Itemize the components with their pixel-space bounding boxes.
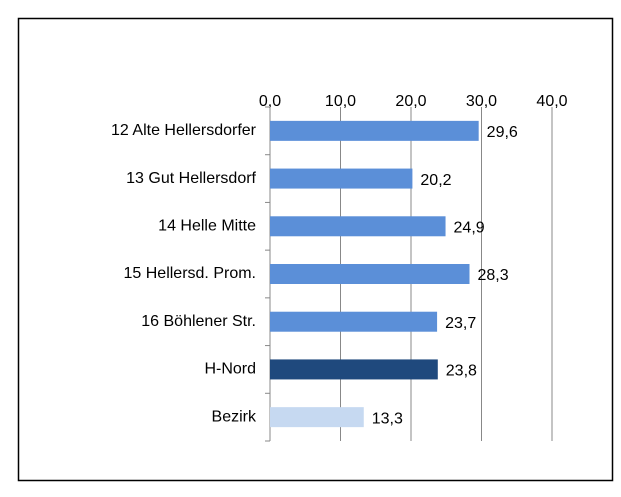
value-label: 24,9 xyxy=(454,220,485,237)
bar xyxy=(270,120,479,141)
bar xyxy=(270,311,438,332)
y-tick-label: 16 Böhlener Str. xyxy=(141,313,256,330)
y-tick-label: 15 Hellersd. Prom. xyxy=(124,265,257,282)
value-label: 23,8 xyxy=(446,363,477,380)
x-tick-label: 0,0 xyxy=(259,93,281,110)
value-label: 29,6 xyxy=(487,124,518,141)
bar xyxy=(270,168,413,189)
x-tick-label: 20,0 xyxy=(395,93,426,110)
x-tick-label: 40,0 xyxy=(536,93,567,110)
y-tick-label: 14 Helle Mitte xyxy=(158,218,256,235)
bar xyxy=(270,407,364,428)
x-tick-label: 10,0 xyxy=(325,93,356,110)
y-tick-label: Bezirk xyxy=(212,408,257,425)
bar xyxy=(270,359,438,380)
y-tick-label: 12 Alte Hellersdorfer xyxy=(111,122,257,139)
y-tick-label: 13 Gut Hellersdorf xyxy=(126,170,256,187)
chart-border xyxy=(17,17,614,482)
value-label: 23,7 xyxy=(445,315,476,332)
value-label: 13,3 xyxy=(372,410,403,427)
bar xyxy=(270,264,470,284)
bar xyxy=(270,216,446,237)
value-label: 28,3 xyxy=(478,267,509,284)
y-tick-label: H-Nord xyxy=(204,361,256,378)
value-label: 20,2 xyxy=(420,172,451,189)
x-tick-label: 30,0 xyxy=(466,93,497,110)
